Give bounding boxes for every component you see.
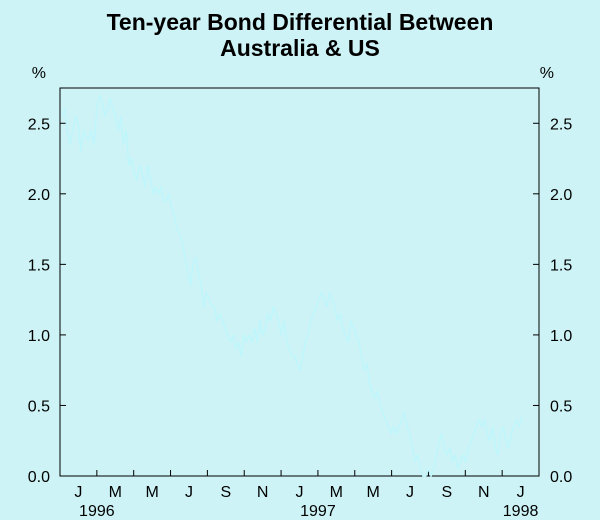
x-tick-label: N [257,484,269,501]
chart-title-line-1: Ten-year Bond Differential Between [107,9,494,35]
y-tick-label-left: 2.5 [28,116,50,133]
axes-group: 0.0 0.0 0.5 0.5 1.0 1.0 1.5 1.5 2.0 2.0 2.5 2.5 J M M J… [28,116,573,520]
y-tick-label-right: 2.0 [550,187,572,204]
x-tick-label: J [517,484,525,501]
x-tick-label: J [185,484,193,501]
x-tick-label: M [330,484,343,501]
x-year-label: 1996 [79,503,115,520]
x-tick-label: J [74,484,82,501]
x-tick-label: M [367,484,380,501]
y-tick-label-left: 2.0 [28,187,50,204]
series-group [61,94,523,477]
x-tick-label: S [220,484,231,501]
y-tick-label-left: 0.5 [28,398,50,415]
chart-title-line-2: Australia & US [220,35,380,61]
x-year-label: 1998 [503,503,539,520]
x-tick-label: M [109,484,122,501]
y-tick-label-right: 2.5 [550,116,572,133]
x-year-label: 1997 [300,503,336,520]
x-tick-label: M [145,484,158,501]
x-tick-label: N [478,484,490,501]
right-axis-unit: % [540,65,554,82]
y-tick-label-left: 0.0 [28,469,50,486]
series-line [61,94,523,477]
y-tick-label-right: 1.0 [550,328,572,345]
y-tick-label-left: 1.0 [28,328,50,345]
y-tick-label-right: 0.0 [550,469,572,486]
x-tick-label: J [406,484,414,501]
x-tick-label: S [442,484,453,501]
y-tick-label-left: 1.5 [28,257,50,274]
left-axis-unit: % [32,65,46,82]
y-tick-label-right: 0.5 [550,398,572,415]
x-tick-label: J [296,484,304,501]
plot-area [59,87,540,477]
y-tick-label-right: 1.5 [550,257,572,274]
